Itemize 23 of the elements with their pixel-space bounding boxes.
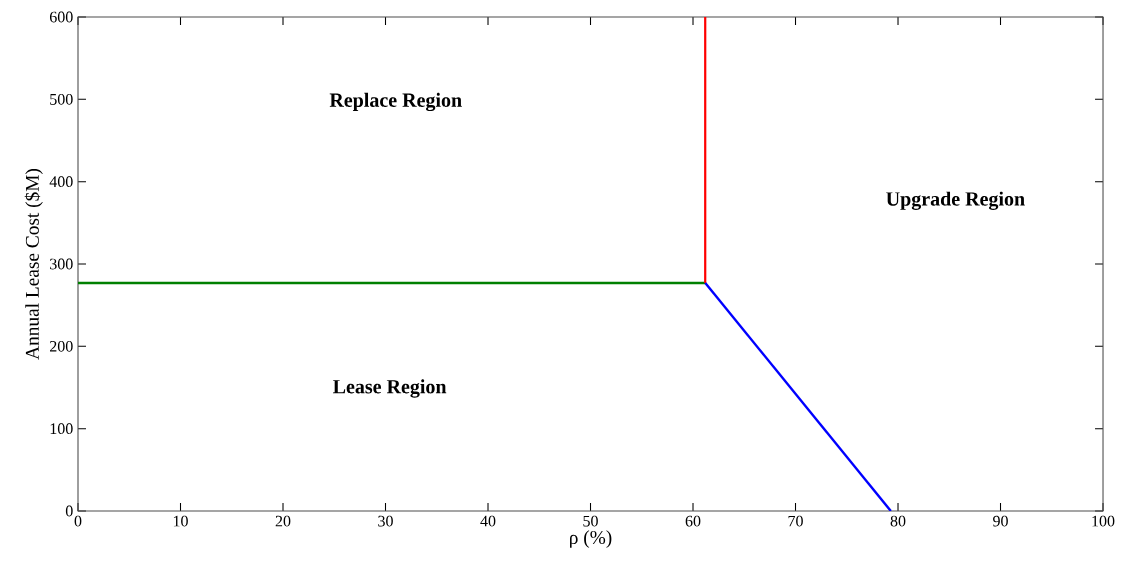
y-tick-label: 500	[50, 93, 73, 105]
x-tick-label: 60	[685, 515, 701, 527]
y-tick-label: 200	[50, 340, 73, 352]
annotation: Replace Region	[329, 92, 462, 112]
annotation: Lease Region	[333, 379, 447, 398]
x-axis-title: ρ (%)	[570, 530, 612, 548]
y-axis-title: Annual Lease Cost ($M)	[24, 169, 43, 360]
y-tick-label: 0	[65, 505, 73, 517]
x-tick-label: 40	[480, 515, 496, 527]
y-tick-label: 100	[50, 423, 73, 435]
x-tick-label: 70	[788, 515, 803, 527]
x-tick-label: 30	[378, 515, 393, 527]
x-tick-label: 0	[74, 515, 82, 527]
x-tick-label: 80	[890, 515, 906, 527]
x-tick-label: 50	[583, 515, 598, 527]
y-tick-label: 300	[50, 258, 73, 270]
x-tick-label: 90	[993, 515, 1008, 527]
annotation: Upgrade Region	[886, 191, 1025, 210]
x-tick-label: 20	[275, 515, 291, 527]
x-tick-label: 100	[1092, 515, 1115, 527]
y-tick-label: 400	[49, 176, 73, 188]
y-tick-label: 600	[49, 11, 73, 23]
x-tick-label: 10	[173, 515, 188, 527]
